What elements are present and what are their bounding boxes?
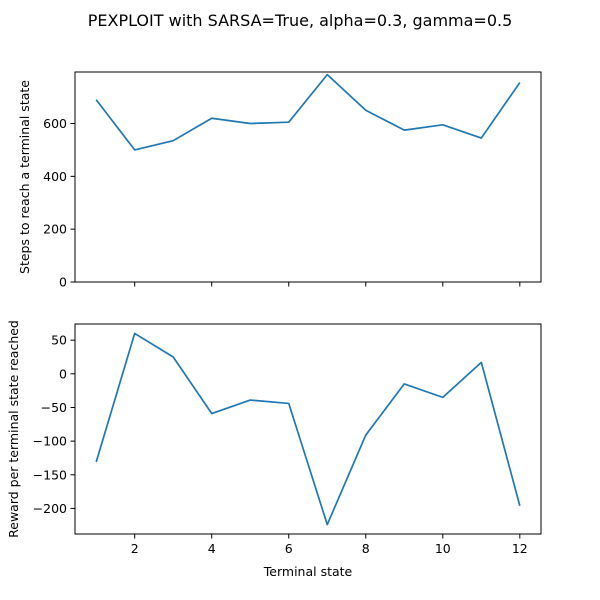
reward-series-line (95, 332, 521, 526)
reward-y-tick-label: 50 (51, 333, 67, 348)
reward-y-tick-label: −50 (41, 400, 67, 415)
reward-y-tick-label: 0 (59, 366, 67, 381)
reward-x-tick-label: 6 (285, 541, 293, 556)
steps-y-axis-label: Steps to reach a terminal state (17, 80, 32, 274)
reward-y-tick-label: −200 (33, 501, 67, 516)
reward-axes-frame (74, 323, 542, 535)
steps-y-tick-label: 200 (43, 222, 67, 237)
reward-y-tick-label: −150 (33, 467, 67, 482)
steps-y-tick-label: 600 (43, 116, 67, 131)
reward-y-tick-label: −100 (33, 434, 67, 449)
reward-x-tick-label: 8 (362, 541, 370, 556)
figure-title: PEXPLOIT with SARSA=True, alpha=0.3, gam… (88, 11, 513, 30)
steps-y-tick-label: 0 (59, 275, 67, 290)
reward-x-tick-label: 2 (131, 541, 139, 556)
steps-axes-frame (74, 71, 542, 283)
reward-x-tick-label: 12 (512, 541, 528, 556)
reward-x-tick-label: 10 (435, 541, 451, 556)
reward-x-axis-label: Terminal state (263, 564, 353, 579)
reward-x-tick-label: 4 (208, 541, 216, 556)
reward-y-axis-label: Reward per terminal state reached (6, 320, 21, 538)
steps-subplot: 0 200 400 600 Steps to reach a terminal stat… (17, 71, 542, 290)
steps-y-tick-label: 400 (43, 169, 67, 184)
steps-series-line (95, 73, 521, 151)
reward-subplot: 2 4 6 8 10 12 −200 −150 −100 −50 0 50 Reward per ter… (6, 320, 542, 579)
